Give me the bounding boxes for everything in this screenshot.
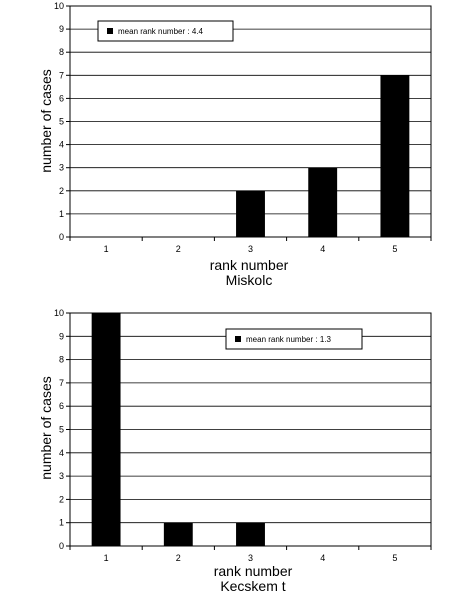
y-tick-label: 1 <box>59 518 64 528</box>
y-tick-label: 2 <box>59 494 64 504</box>
y-tick-label: 7 <box>59 378 64 388</box>
legend-label: mean rank number : 1.3 <box>246 335 331 344</box>
chart-title: Kecskem t <box>220 578 285 594</box>
y-tick-label: 4 <box>59 140 64 150</box>
chart-miskolc: number of cases rank number Miskolc 0 1 2 3… <box>38 1 432 288</box>
y-tick-label: 0 <box>59 232 64 242</box>
bar-rank-4 <box>308 167 338 237</box>
y-tick-label: 6 <box>59 401 64 411</box>
bar-rank-3 <box>236 522 265 546</box>
x-tick-label: 2 <box>176 553 181 563</box>
bar-rank-3 <box>236 190 265 237</box>
x-tick-label: 1 <box>104 553 109 563</box>
x-tick-label: 1 <box>104 244 109 254</box>
y-tick-label: 9 <box>59 331 64 341</box>
y-tick-label: 10 <box>54 1 64 11</box>
y-tick-label: 8 <box>59 355 64 365</box>
y-tick-label: 7 <box>59 70 64 80</box>
y-tick-label: 0 <box>59 541 64 551</box>
y-tick-label: 3 <box>59 163 64 173</box>
y-tick-label: 4 <box>59 448 64 458</box>
y-tick-label: 1 <box>59 209 64 219</box>
x-tick-label: 5 <box>392 244 397 254</box>
y-tick-label: 10 <box>54 308 64 318</box>
y-tick-label: 3 <box>59 471 64 481</box>
x-axis-title: rank number <box>210 257 289 273</box>
x-tick-label: 3 <box>248 244 253 254</box>
chart-title: Miskolc <box>226 272 273 288</box>
legend-swatch <box>107 28 113 34</box>
x-axis-title: rank number <box>214 563 293 579</box>
y-tick-label: 2 <box>59 186 64 196</box>
y-tick-label: 6 <box>59 93 64 103</box>
legend-box <box>225 328 363 350</box>
x-tick-label: 4 <box>320 244 325 254</box>
y-axis-title: number of cases <box>38 69 54 173</box>
y-tick-label: 5 <box>59 117 64 127</box>
x-tick-label: 4 <box>320 553 325 563</box>
y-tick-label: 5 <box>59 425 64 435</box>
y-tick-label: 9 <box>59 24 64 34</box>
x-tick-label: 5 <box>392 553 397 563</box>
chart-kecskemet: number of cases rank number Kecskem t 0 1… <box>38 308 432 594</box>
bar-rank-2 <box>163 522 193 546</box>
legend-box <box>97 20 234 42</box>
legend-swatch <box>235 336 241 342</box>
y-axis-title: number of cases <box>38 376 54 480</box>
bar-rank-5 <box>380 75 410 237</box>
y-tick-label: 8 <box>59 47 64 57</box>
bar-rank-1 <box>91 313 121 546</box>
legend-label: mean rank number : 4.4 <box>118 27 203 36</box>
x-tick-label: 2 <box>176 244 181 254</box>
x-tick-label: 3 <box>248 553 253 563</box>
